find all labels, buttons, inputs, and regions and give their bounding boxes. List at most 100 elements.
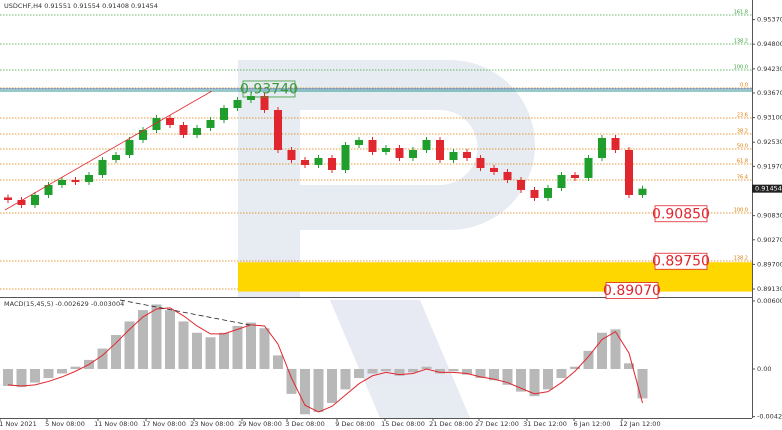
macd-bar	[70, 366, 81, 369]
candle-body	[125, 139, 134, 155]
level-label: 50.0	[737, 143, 748, 149]
macd-bar	[421, 366, 432, 369]
candle-body	[598, 137, 606, 158]
candle-body	[571, 174, 579, 179]
candle-body	[530, 189, 539, 198]
y-tick-label: 0.89700	[757, 260, 782, 268]
candle-body	[166, 117, 174, 125]
candle-body	[517, 179, 525, 190]
candle-body	[206, 119, 215, 128]
candle-body	[368, 139, 377, 152]
macd-bar	[57, 368, 67, 374]
annotation-box	[654, 205, 708, 223]
macd-bar	[489, 368, 499, 381]
macd-bar	[394, 368, 405, 376]
macd-bar	[327, 368, 337, 403]
macd-bar	[178, 321, 189, 369]
annotation-label: 0.90850	[652, 206, 710, 222]
macd-bar	[570, 366, 580, 369]
macd-bar	[408, 368, 418, 373]
macd-bar	[111, 335, 121, 369]
macd-bar	[3, 368, 13, 386]
y-tick-label: 0.93100	[757, 114, 782, 122]
macd-bar	[340, 368, 351, 390]
candle-body	[625, 149, 633, 195]
candle-body	[449, 151, 458, 161]
candle-body	[233, 99, 242, 108]
y-tick-label: 0.95370	[757, 16, 782, 24]
macd-bar	[246, 322, 256, 369]
y-tick-label: 0.90270	[757, 236, 782, 244]
candle-body	[287, 149, 296, 161]
candle-body	[476, 157, 485, 168]
macd-bar	[16, 368, 27, 388]
y-tick-label: 0.94800	[757, 40, 782, 48]
macd-bar	[151, 304, 162, 369]
price-marker	[752, 184, 782, 193]
macd-bar	[381, 368, 391, 372]
level-label: 23.6	[737, 112, 748, 118]
candle-body	[382, 148, 390, 152]
macd-bar	[30, 368, 40, 383]
y-tick-label: 0.93670	[757, 89, 782, 97]
level-label: 61.8	[737, 158, 748, 164]
chart-title: USDCHF,H4 0.91551 0.91554 0.91408 0.9145…	[4, 2, 158, 10]
macd-bar	[165, 310, 175, 369]
annotation-box	[242, 80, 296, 98]
x-tick-label: 29 Nov 08:00	[238, 420, 282, 428]
level-label: 161.8	[734, 9, 748, 15]
candle-body	[98, 160, 107, 175]
candle-body	[544, 187, 552, 198]
x-tick-label: 9 Dec 08:00	[335, 420, 375, 428]
candle-body	[179, 124, 188, 135]
level-label: 100.0	[734, 207, 748, 213]
macd-bar	[462, 368, 472, 375]
x-tick-label: 31 Dec 12:00	[523, 420, 567, 428]
macd-bar	[543, 368, 553, 390]
candle-body	[409, 149, 417, 158]
macd-bar	[502, 368, 513, 385]
macd-bar	[138, 310, 148, 369]
macd-bar	[232, 325, 243, 369]
macd-bar	[435, 368, 445, 374]
candle-body	[436, 139, 444, 161]
candle-body	[85, 174, 93, 182]
candle-body	[422, 139, 431, 150]
y-tick-label: 0.91970	[757, 162, 782, 170]
macd-bar	[610, 329, 621, 369]
macd-bar	[205, 337, 216, 369]
annotation-label: 0.89750	[652, 254, 710, 270]
candle-body	[395, 148, 404, 158]
candle-body	[503, 171, 512, 180]
macd-bar	[43, 368, 54, 379]
macd-bar	[124, 321, 135, 369]
macd-bar	[448, 368, 459, 372]
candle-body	[557, 174, 566, 188]
candle-body	[4, 197, 12, 200]
macd-bar	[192, 332, 202, 369]
y-tick-label: 0.00	[757, 365, 771, 373]
x-tick-label: 5 Nov 08:00	[45, 420, 85, 428]
y-tick-label: 0.94230	[757, 65, 782, 73]
macd-bar	[313, 368, 324, 412]
candle-body	[638, 188, 647, 195]
candle-body	[611, 137, 620, 150]
macd-bar	[286, 368, 297, 394]
candle-body	[193, 127, 201, 135]
macd-title: MACD(15,45,5) -0.002629 -0.003004	[4, 300, 124, 308]
y-tick-label: -0.004209	[757, 413, 782, 421]
candle-body	[341, 144, 350, 170]
annotation-box	[654, 252, 708, 270]
x-tick-label: 11 Nov 08:00	[94, 420, 138, 428]
macd-bar	[516, 368, 526, 392]
macd-bar	[273, 355, 283, 369]
candle-body	[58, 179, 66, 186]
candle-body	[220, 107, 228, 120]
macd-bar	[583, 350, 594, 369]
macd-bar	[300, 368, 310, 415]
macd-bar	[259, 328, 270, 369]
candle-body	[152, 117, 161, 130]
y-tick-label: 0.006008	[757, 297, 782, 305]
level-label: 38.2	[737, 128, 748, 134]
